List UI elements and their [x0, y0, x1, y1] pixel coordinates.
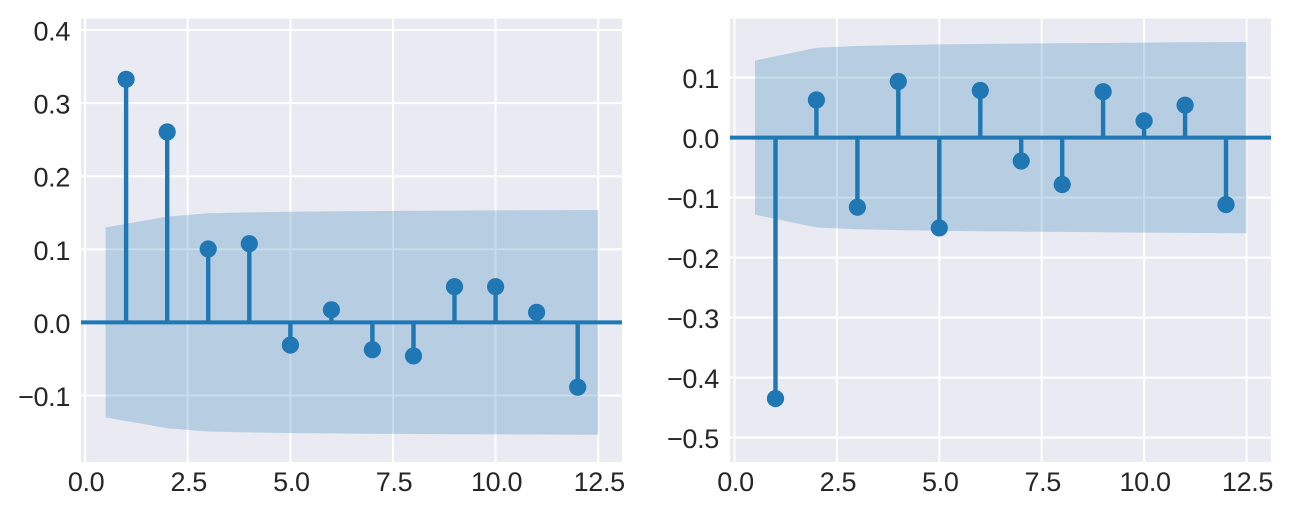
svg-text:0.1: 0.1	[34, 236, 70, 266]
svg-text:10.0: 10.0	[1120, 467, 1171, 497]
svg-text:0.1: 0.1	[682, 64, 718, 94]
svg-text:5.0: 5.0	[273, 467, 309, 497]
svg-text:0.2: 0.2	[34, 163, 70, 193]
svg-text:−0.4: −0.4	[667, 364, 719, 394]
svg-text:7.5: 7.5	[376, 467, 412, 497]
svg-text:12.5: 12.5	[1222, 467, 1273, 497]
svg-text:0.0: 0.0	[682, 124, 718, 154]
svg-text:7.5: 7.5	[1024, 467, 1060, 497]
svg-text:12.5: 12.5	[574, 467, 625, 497]
svg-text:2.5: 2.5	[170, 467, 206, 497]
svg-text:5.0: 5.0	[922, 467, 958, 497]
svg-text:−0.1: −0.1	[18, 382, 70, 412]
svg-text:0.4: 0.4	[34, 17, 71, 47]
svg-text:−0.5: −0.5	[667, 424, 719, 454]
svg-text:0.3: 0.3	[34, 90, 70, 120]
svg-text:−0.2: −0.2	[667, 244, 719, 274]
svg-text:10.0: 10.0	[471, 467, 522, 497]
svg-text:0.0: 0.0	[717, 467, 753, 497]
svg-text:0.0: 0.0	[68, 467, 104, 497]
svg-text:−0.1: −0.1	[667, 184, 719, 214]
svg-text:0.0: 0.0	[34, 309, 70, 339]
svg-text:−0.3: −0.3	[667, 304, 719, 334]
svg-text:2.5: 2.5	[820, 467, 856, 497]
